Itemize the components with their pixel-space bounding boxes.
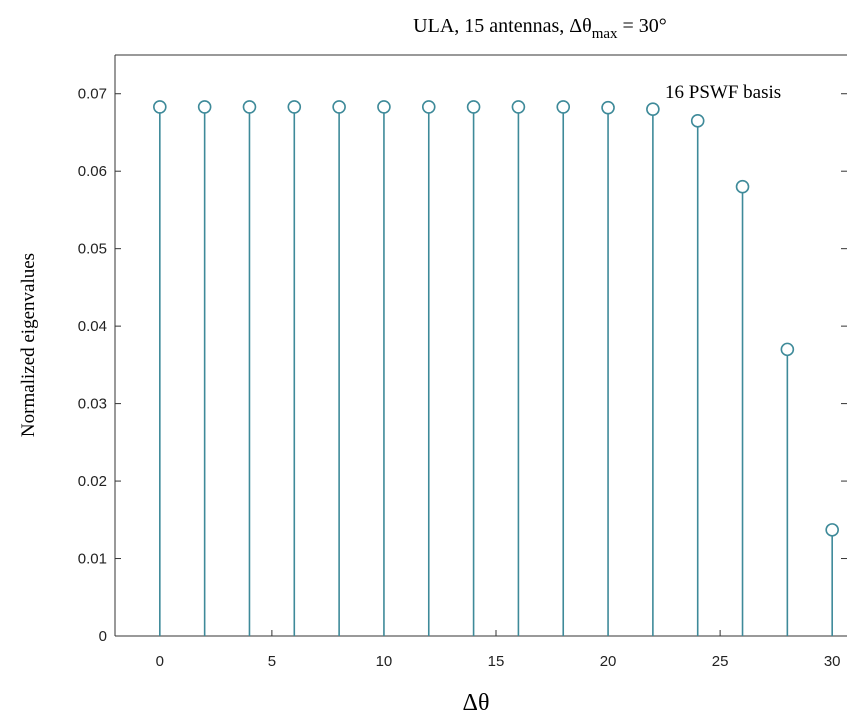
x-tick-label: 0 bbox=[156, 653, 164, 670]
y-tick-label: 0.02 bbox=[78, 473, 107, 490]
y-tick-label: 0.04 bbox=[78, 318, 107, 335]
y-tick-label: 0.05 bbox=[78, 241, 107, 258]
chart-title-prefix: ULA, 15 antennas, bbox=[413, 15, 569, 37]
stem-marker bbox=[780, 342, 795, 357]
stem-marker bbox=[153, 100, 167, 114]
x-tick-label: 5 bbox=[268, 653, 276, 670]
y-tick-label: 0 bbox=[99, 628, 107, 645]
x-axis-label: Δθ bbox=[463, 690, 490, 716]
chart-title-suffix: = 30° bbox=[618, 15, 667, 37]
chart-title-subscript: max bbox=[592, 26, 618, 42]
stem-marker bbox=[466, 100, 481, 114]
stem-marker bbox=[601, 100, 615, 115]
right-edge-ticks bbox=[841, 93, 847, 560]
stem-marker bbox=[421, 100, 436, 114]
stem-marker bbox=[646, 102, 660, 117]
stem-marker bbox=[825, 523, 839, 537]
stem-marker bbox=[556, 100, 571, 114]
x-tick-label: 15 bbox=[488, 653, 505, 670]
y-tick-label: 0.06 bbox=[78, 163, 107, 180]
y-tick-label: 0.01 bbox=[78, 551, 107, 568]
legend-label: 16 PSWF basis bbox=[665, 82, 781, 103]
stem-marker bbox=[197, 100, 212, 114]
y-tick-label: 0.07 bbox=[78, 86, 107, 103]
x-ticks: 0 5 10 15 20 25 30 bbox=[156, 630, 841, 670]
x-tick-label: 20 bbox=[600, 653, 617, 670]
stem-marker bbox=[287, 100, 302, 114]
stem-marker bbox=[690, 114, 705, 128]
x-tick-label: 10 bbox=[376, 653, 393, 670]
chart-title: ULA, 15 antennas, Δθmax = 30° bbox=[413, 15, 667, 42]
stem-marker bbox=[735, 179, 750, 194]
y-tick-label: 0.03 bbox=[78, 396, 107, 413]
chart-title-symbol: Δθ bbox=[569, 15, 591, 37]
stem-marker bbox=[511, 100, 526, 114]
stem-marker bbox=[332, 100, 346, 114]
y-ticks: 0 0.01 0.02 0.03 0.04 0.05 0.06 0.07 bbox=[78, 86, 121, 645]
x-tick-label: 25 bbox=[712, 653, 729, 670]
plot-area: 0 0.01 0.02 0.03 0.04 0.05 0.06 0.07 0 5 10 15 20 25… bbox=[78, 54, 847, 670]
stem-marker bbox=[242, 100, 257, 114]
x-tick-label: 30 bbox=[824, 653, 841, 670]
stem-marker bbox=[377, 100, 391, 114]
y-axis-label: Normalized eigenvalues bbox=[18, 253, 39, 437]
stem-series bbox=[153, 100, 839, 636]
